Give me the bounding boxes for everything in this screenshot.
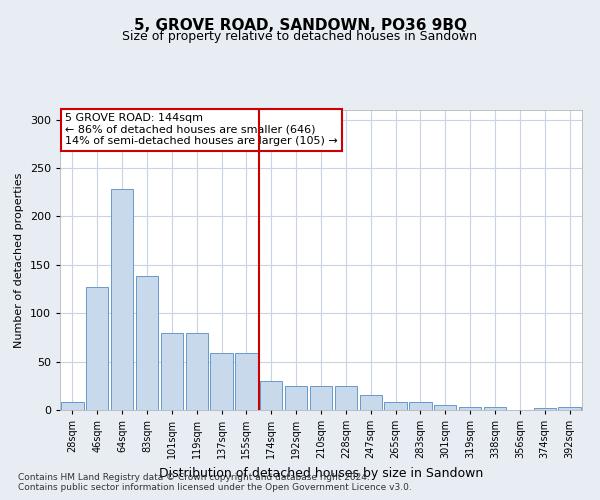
Text: 5, GROVE ROAD, SANDOWN, PO36 9BQ: 5, GROVE ROAD, SANDOWN, PO36 9BQ	[133, 18, 467, 32]
Bar	[385, 402, 407, 410]
Bar	[111, 190, 133, 410]
Text: Size of property relative to detached houses in Sandown: Size of property relative to detached ho…	[122, 30, 478, 43]
Bar	[260, 381, 283, 410]
X-axis label: Distribution of detached houses by size in Sandown: Distribution of detached houses by size …	[159, 466, 483, 479]
Bar	[484, 407, 506, 410]
Bar	[533, 408, 556, 410]
Bar	[211, 353, 233, 410]
Bar	[359, 396, 382, 410]
Bar	[310, 386, 332, 410]
Bar	[136, 276, 158, 410]
Bar	[335, 386, 357, 410]
Bar	[161, 332, 183, 410]
Bar	[61, 402, 83, 410]
Text: Contains HM Land Registry data © Crown copyright and database right 2024.: Contains HM Land Registry data © Crown c…	[18, 472, 370, 482]
Bar	[434, 405, 457, 410]
Y-axis label: Number of detached properties: Number of detached properties	[14, 172, 24, 348]
Bar	[235, 353, 257, 410]
Bar	[185, 332, 208, 410]
Bar	[285, 386, 307, 410]
Bar	[559, 407, 581, 410]
Bar	[409, 402, 431, 410]
Text: 5 GROVE ROAD: 144sqm
← 86% of detached houses are smaller (646)
14% of semi-deta: 5 GROVE ROAD: 144sqm ← 86% of detached h…	[65, 113, 338, 146]
Bar	[86, 287, 109, 410]
Text: Contains public sector information licensed under the Open Government Licence v3: Contains public sector information licen…	[18, 484, 412, 492]
Bar	[459, 407, 481, 410]
